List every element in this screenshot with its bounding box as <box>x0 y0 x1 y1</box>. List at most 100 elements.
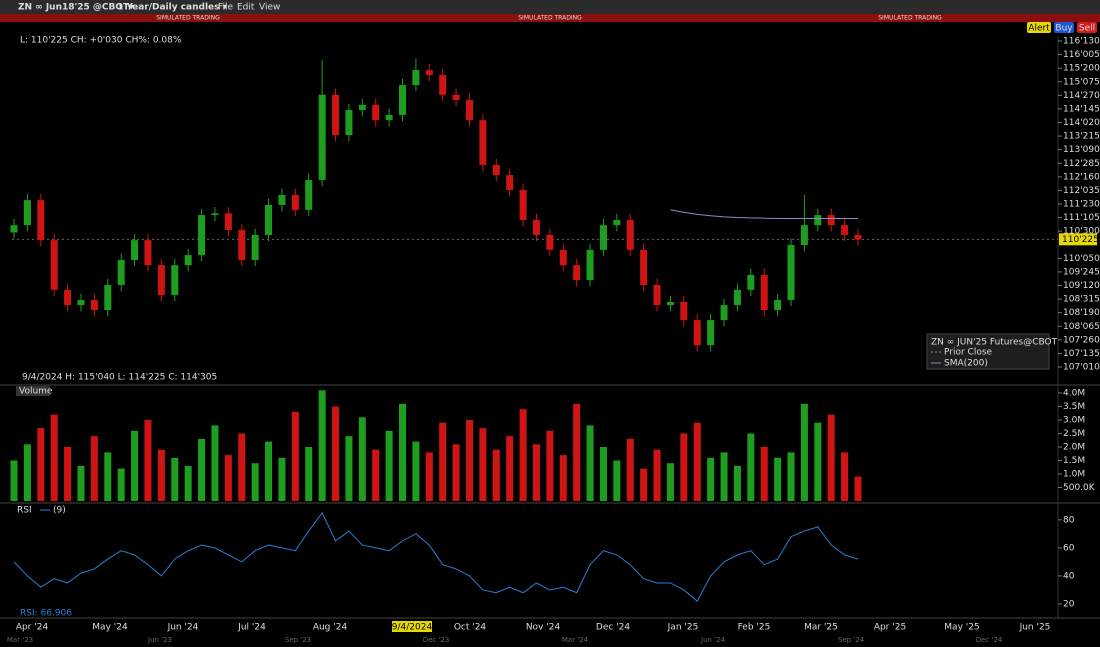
volume-bar <box>492 449 500 501</box>
volume-bar <box>305 447 313 501</box>
menu-edit[interactable]: Edit <box>237 3 255 13</box>
candle-body <box>599 225 607 250</box>
candle-body <box>814 215 822 226</box>
menu-file[interactable]: File <box>218 3 234 13</box>
candle-body <box>479 120 487 166</box>
volume-bar <box>278 457 286 501</box>
volume-bar <box>841 452 849 501</box>
y-tick-label: 116'005 <box>1063 50 1100 60</box>
volume-bar <box>117 468 125 501</box>
volume-bar <box>184 465 192 501</box>
candle-body <box>77 299 85 306</box>
volume-bar <box>733 465 741 501</box>
volume-bar <box>157 449 165 501</box>
volume-bar <box>439 422 447 501</box>
buy-label[interactable]: Buy <box>1055 24 1073 34</box>
banner: SIMULATED TRADING <box>156 15 220 22</box>
y-tick-label: 2.5M <box>1063 429 1085 439</box>
y-tick-label: 109'245 <box>1063 267 1100 277</box>
y-tick-label: 115'200 <box>1063 64 1100 74</box>
volume-bar <box>372 449 380 501</box>
volume-bar <box>238 433 246 501</box>
banner: SIMULATED TRADING <box>518 15 582 22</box>
legend-item: SMA(200) <box>944 359 988 369</box>
hover-info: 9/4/2024 H: 115'040 L: 114'225 C: 114'30… <box>22 373 217 383</box>
y-tick-label: 116'130 <box>1063 37 1100 47</box>
x-tick-label: Feb '25 <box>738 623 771 633</box>
symbol[interactable]: ZN ∞ Jun18'25 @CBOT▾ <box>18 3 134 13</box>
candle-body <box>291 194 299 210</box>
alert-button[interactable] <box>1027 22 1051 33</box>
rsi-title: RSI <box>17 506 32 516</box>
candle-body <box>238 230 246 260</box>
volume-bar <box>425 452 433 501</box>
alert-label[interactable]: Alert <box>1028 24 1050 34</box>
y-tick-label: 109'120 <box>1063 281 1100 291</box>
candle-body <box>90 299 98 311</box>
volume-bar <box>399 403 407 501</box>
candle-body <box>452 94 460 100</box>
volume-bar <box>827 414 835 501</box>
candle-body <box>841 225 849 235</box>
x-far-label: Jun '24 <box>700 636 726 644</box>
toolbar <box>0 0 1100 14</box>
hover-date: 9/4/2024 <box>392 623 433 633</box>
volume-tag <box>16 386 50 396</box>
y-tick-label: 111'230 <box>1063 200 1100 210</box>
volume-bar <box>144 420 152 501</box>
candle-body <box>546 234 554 250</box>
volume-bar <box>653 449 661 501</box>
x-far-label: Jun '23 <box>147 636 172 644</box>
candle-body <box>184 255 192 266</box>
x-far-label: Mar '23 <box>7 636 33 644</box>
candle-body <box>465 99 473 121</box>
x-far-label: Dec '23 <box>423 636 450 644</box>
period[interactable]: 1 Year/Daily candles ▾ <box>117 3 228 13</box>
y-tick-label: 112'160 <box>1063 172 1100 182</box>
candle-body <box>412 70 420 86</box>
candle-body <box>385 114 393 121</box>
volume-bar <box>318 390 326 501</box>
x-far-label: Dec '24 <box>976 636 1003 644</box>
volume-bar <box>77 465 85 501</box>
candle-body <box>117 259 125 285</box>
x-tick-label: Aug '24 <box>313 623 348 633</box>
hover-date-box <box>392 621 432 632</box>
y-tick-label: 3.5M <box>1063 402 1085 412</box>
sell-button[interactable] <box>1077 22 1097 33</box>
candle-body <box>666 302 674 306</box>
volume-bar <box>23 444 31 501</box>
candle-body <box>305 179 313 210</box>
last-price-label: 110'225 <box>1062 235 1099 245</box>
price-info: L: 110'225 CH: +0'030 CH%: 0.08% <box>20 36 182 46</box>
volume-bar <box>800 403 808 501</box>
volume-bar <box>532 444 540 501</box>
candle-body <box>211 213 219 216</box>
volume-bar <box>693 422 701 501</box>
candle-body <box>171 265 179 296</box>
candle-body <box>733 289 741 306</box>
sma-line <box>670 209 858 220</box>
candle-body <box>318 94 326 180</box>
volume-bar <box>224 455 232 501</box>
candle-body <box>265 204 273 235</box>
y-tick-label: 20 <box>1063 599 1075 609</box>
candle-body <box>425 70 433 75</box>
y-tick-label: 60 <box>1063 543 1075 553</box>
candle-body <box>720 305 728 321</box>
y-tick-label: 108'315 <box>1063 295 1100 305</box>
x-tick-label: May '25 <box>944 623 979 633</box>
volume-bar <box>854 476 862 501</box>
volume-bar <box>814 422 822 501</box>
x-tick-label: Apr '24 <box>16 623 49 633</box>
x-tick-label: Oct '24 <box>454 623 487 633</box>
menu-view[interactable]: View <box>259 3 280 13</box>
x-tick-label: Apr '25 <box>874 623 906 633</box>
volume-bar <box>358 417 366 501</box>
volume-bar <box>104 452 112 501</box>
candle-body <box>613 219 621 226</box>
buy-button[interactable] <box>1054 22 1074 33</box>
sell-label[interactable]: Sell <box>1079 24 1095 34</box>
y-tick-label: 108'190 <box>1063 308 1100 318</box>
candle-body <box>519 190 527 220</box>
